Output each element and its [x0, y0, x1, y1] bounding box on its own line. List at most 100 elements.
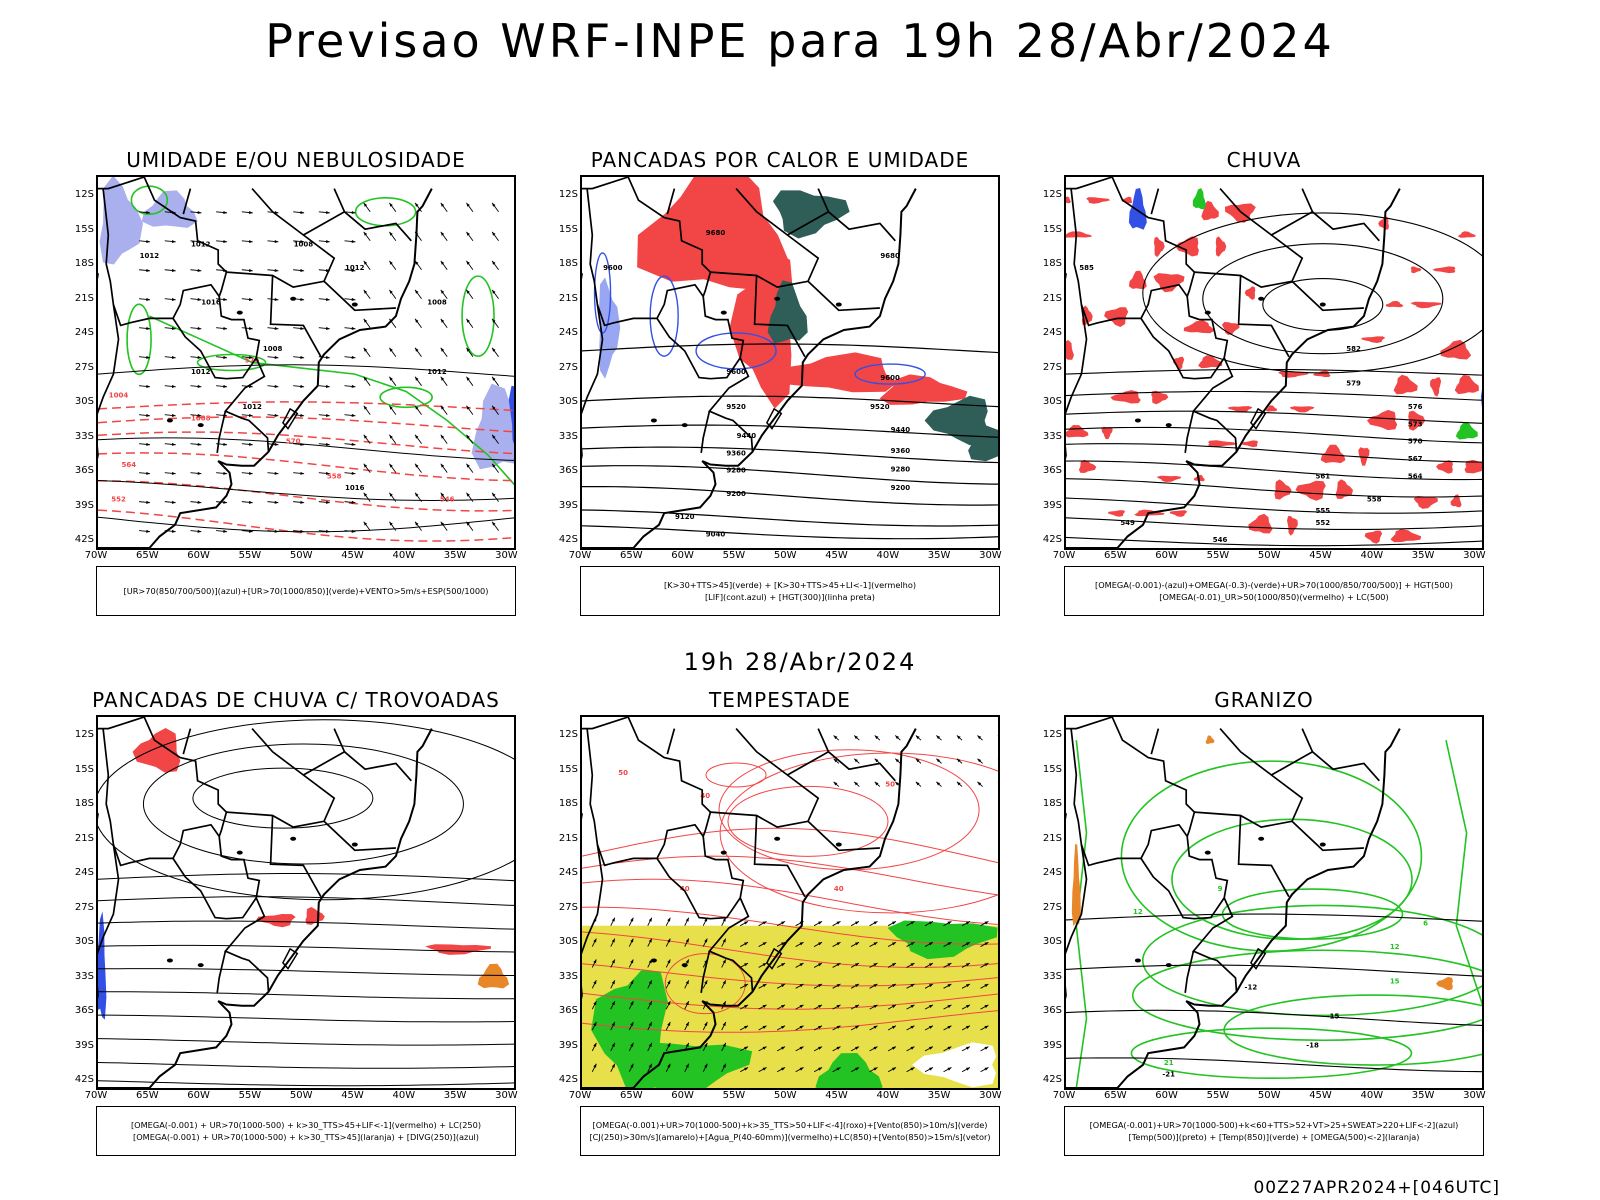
- map-canvas: 9680 9600 9600 9520 9440 9360 9280 9200 9120 9040…: [582, 177, 998, 548]
- lon-tick-label: 55W: [722, 550, 746, 561]
- wind-vector: [389, 405, 397, 415]
- wind-vector: [739, 1067, 749, 1073]
- k-tts-area: [767, 280, 808, 344]
- lon-tick-label: 50W: [1257, 550, 1281, 561]
- wind-vector: [293, 500, 305, 504]
- forecast-map: 585 582 579 576 573 570 567 564 561 558 555 552 549 5…: [1064, 175, 1484, 550]
- lat-tick-label: 15S: [74, 223, 94, 235]
- wind-vector: [293, 384, 305, 388]
- rain-area: [1169, 510, 1188, 517]
- wind-vector: [241, 413, 253, 417]
- lat-tick-label: 39S: [1042, 1039, 1062, 1051]
- wind-vector: [869, 983, 878, 989]
- rain-area: [1289, 406, 1315, 413]
- wind-vector: [414, 202, 422, 213]
- wind-vector: [850, 1004, 860, 1010]
- country-border: [323, 280, 396, 312]
- wind-vector: [758, 920, 767, 927]
- coastline: [582, 188, 917, 548]
- wind-vector: [190, 297, 202, 302]
- wind-vector: [721, 959, 727, 968]
- wind-vector: [363, 202, 371, 213]
- contour-label: 1008: [191, 414, 211, 422]
- forecast-map: 50 40 50 40 40: [580, 715, 1000, 1090]
- wind-vector: [241, 500, 253, 504]
- lon-tick-label: 45W: [1309, 550, 1332, 561]
- wind-vector: [164, 239, 176, 244]
- wind-vector: [267, 239, 279, 244]
- lon-tick-label: 45W: [341, 1090, 364, 1101]
- contour-label: 582: [1346, 345, 1361, 353]
- streamline: [98, 1080, 514, 1087]
- humidity-area: [99, 177, 143, 265]
- country-border: [333, 728, 346, 753]
- wind-vector: [344, 326, 356, 330]
- wind-vector: [739, 1046, 749, 1052]
- lat-tick-label: 12S: [558, 729, 578, 740]
- lake: [166, 418, 173, 423]
- coastline: [582, 728, 917, 1088]
- map-canvas: -12 -15 -18 -21 12 15 9 6 12 21: [1066, 717, 1482, 1088]
- lake: [236, 850, 243, 855]
- wind-vector: [813, 983, 823, 989]
- streamline: [192, 767, 374, 829]
- wind-vector: [491, 202, 499, 213]
- country-border: [700, 411, 711, 454]
- ur-contour: [196, 353, 267, 372]
- wind-vector: [318, 442, 330, 446]
- rain-area: [1454, 374, 1479, 395]
- wind-vector: [344, 297, 356, 302]
- lagoa-dos-patos: [1249, 947, 1267, 970]
- wind-vector: [440, 405, 448, 415]
- contour-label: 9600: [726, 368, 746, 376]
- country-border: [1270, 210, 1380, 242]
- thunder-area: [256, 914, 296, 928]
- wind-vector: [241, 529, 253, 533]
- lon-tick-label: 50W: [289, 550, 313, 561]
- wind-vector: [363, 405, 371, 415]
- lagoa-dos-patos: [281, 407, 299, 430]
- wind-vector: [833, 781, 840, 787]
- hgt300-contour: [582, 486, 998, 506]
- lc850-contour: [727, 785, 889, 857]
- wind-vector: [267, 413, 279, 417]
- lake: [1319, 302, 1326, 307]
- wind-vector: [610, 917, 616, 926]
- country-border: [666, 188, 676, 215]
- country-border: [1192, 357, 1238, 452]
- omega-area: [1455, 422, 1478, 440]
- lat-tick-label: 15S: [558, 763, 578, 775]
- wind-vector: [318, 210, 330, 215]
- wind-vector: [906, 962, 915, 968]
- wind-vector: [943, 1067, 952, 1073]
- wind-vector: [610, 938, 616, 947]
- lon-tick-label: 60W: [187, 1090, 210, 1101]
- wind-vector: [977, 758, 983, 764]
- wind-vector: [980, 1067, 989, 1073]
- contour-label: 549: [1120, 519, 1135, 527]
- rain-area: [1385, 300, 1404, 308]
- country-border: [269, 815, 322, 898]
- country-border: [1150, 728, 1160, 755]
- country-border: [817, 188, 830, 213]
- lon-tick-label: 45W: [825, 1090, 848, 1101]
- wind-vector: [980, 941, 989, 947]
- country-border: [98, 304, 120, 460]
- lagoa-dos-patos: [281, 947, 299, 970]
- wind-vector: [363, 289, 371, 299]
- wind-vector: [833, 758, 840, 764]
- wind-vector: [190, 500, 202, 504]
- wind-vector: [363, 376, 371, 386]
- country-border: [1194, 728, 1304, 828]
- wind-vector: [267, 384, 279, 388]
- wind-vector: [440, 202, 448, 213]
- wind-vector: [139, 442, 151, 446]
- country-border: [786, 750, 896, 782]
- contour-label: 9440: [737, 432, 757, 440]
- wind-vector: [853, 758, 860, 764]
- wind-vector: [758, 1067, 767, 1073]
- country-border: [216, 951, 227, 994]
- thickness-contour: [98, 452, 514, 482]
- wind-vector: [344, 413, 356, 417]
- thunder-area: [305, 907, 325, 925]
